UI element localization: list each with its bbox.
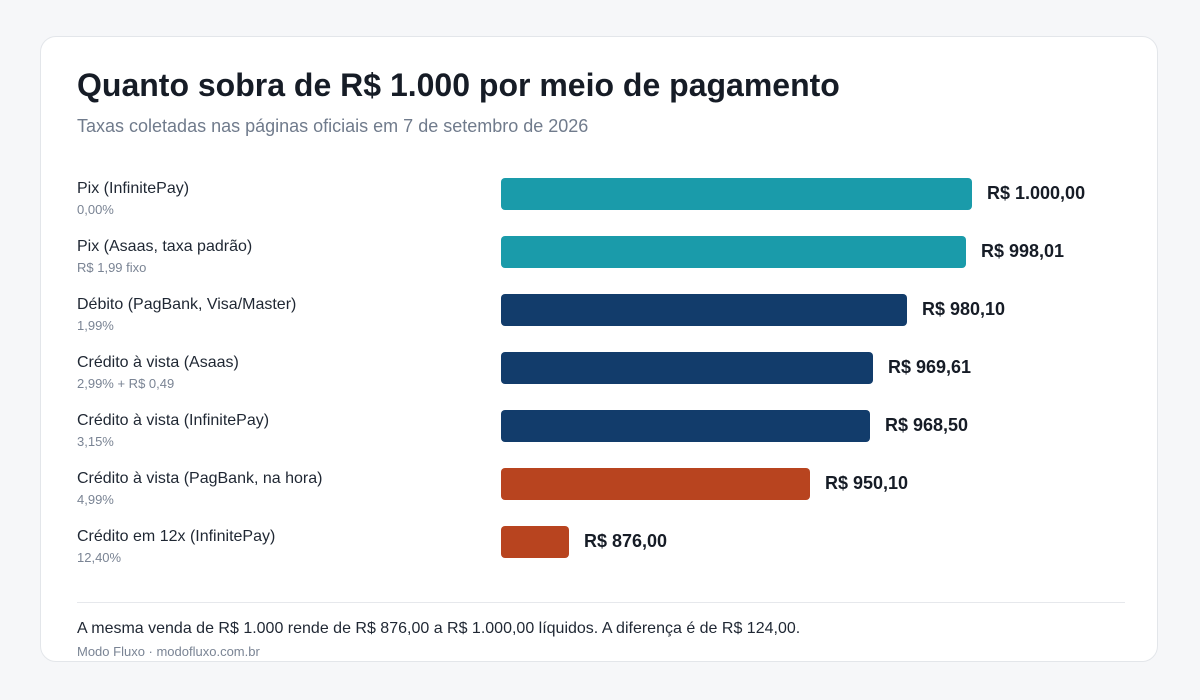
fee-label: 3,15% — [77, 434, 114, 449]
category-label: Crédito à vista (PagBank, na hora) — [77, 470, 323, 487]
chart-subtitle: Taxas coletadas nas páginas oficiais em … — [77, 116, 589, 136]
bar — [501, 526, 569, 558]
category-label: Débito (PagBank, Visa/Master) — [77, 296, 297, 313]
footnote: A mesma venda de R$ 1.000 rende de R$ 87… — [77, 620, 801, 637]
footer-divider — [77, 602, 1125, 603]
fee-label: 4,99% — [77, 492, 114, 507]
fee-label: 12,40% — [77, 550, 122, 565]
bar-row: Pix (Asaas, taxa padrão) R$ 1,99 fixo R$ 9… — [77, 236, 1137, 294]
bar — [501, 468, 810, 500]
fee-label: 1,99% — [77, 318, 114, 333]
fee-label: 0,00% — [77, 202, 114, 217]
bar-row: Crédito em 12x (InfinitePay) 12,40% R$ 876… — [77, 526, 1137, 584]
bar — [501, 178, 972, 210]
bar-row: Crédito à vista (InfinitePay) 3,15% R$ 968… — [77, 410, 1137, 468]
bar-row: Crédito à vista (PagBank, na hora) 4,99% R… — [77, 468, 1137, 526]
bar-row: Pix (InfinitePay) 0,00% R$ 1.000,00 — [77, 178, 1137, 236]
value-label: R$ 950,10 — [825, 473, 909, 493]
fee-label: 2,99% + R$ 0,49 — [77, 376, 175, 391]
value-label: R$ 998,01 — [981, 241, 1065, 261]
bar-row: Crédito à vista (Asaas) 2,99% + R$ 0,49 R$… — [77, 352, 1137, 410]
category-label: Crédito à vista (Asaas) — [77, 354, 239, 371]
category-label: Pix (InfinitePay) — [77, 180, 190, 197]
bar-row: Débito (PagBank, Visa/Master) 1,99% R$ 980… — [77, 294, 1137, 352]
category-label: Crédito à vista (InfinitePay) — [77, 412, 270, 429]
value-label: R$ 969,61 — [888, 357, 972, 377]
category-label: Crédito em 12x (InfinitePay) — [77, 528, 276, 545]
bar — [501, 236, 966, 268]
source-credit: Modo Fluxo · modofluxo.com.br — [77, 644, 260, 659]
fee-label: R$ 1,99 fixo — [77, 260, 147, 275]
chart-card: Quanto sobra de R$ 1.000 por meio de pag… — [40, 36, 1158, 662]
value-label: R$ 980,10 — [922, 299, 1006, 319]
value-label: R$ 876,00 — [584, 531, 668, 551]
value-label: R$ 1.000,00 — [987, 183, 1086, 203]
bar — [501, 294, 907, 326]
chart-title: Quanto sobra de R$ 1.000 por meio de pag… — [77, 67, 840, 103]
bar — [501, 410, 870, 442]
bar — [501, 352, 873, 384]
value-label: R$ 968,50 — [885, 415, 969, 435]
category-label: Pix (Asaas, taxa padrão) — [77, 238, 253, 255]
